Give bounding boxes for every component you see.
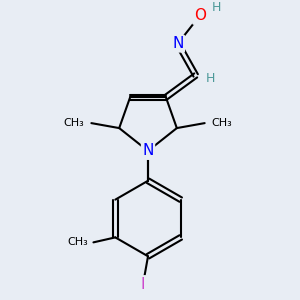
Text: CH₃: CH₃ (212, 118, 233, 128)
Text: I: I (141, 277, 145, 292)
Text: N: N (142, 143, 154, 158)
Text: CH₃: CH₃ (64, 118, 84, 128)
Text: O: O (194, 8, 206, 23)
Text: N: N (172, 36, 184, 51)
Text: H: H (206, 72, 215, 85)
Text: CH₃: CH₃ (68, 237, 88, 248)
Text: H: H (212, 1, 221, 14)
